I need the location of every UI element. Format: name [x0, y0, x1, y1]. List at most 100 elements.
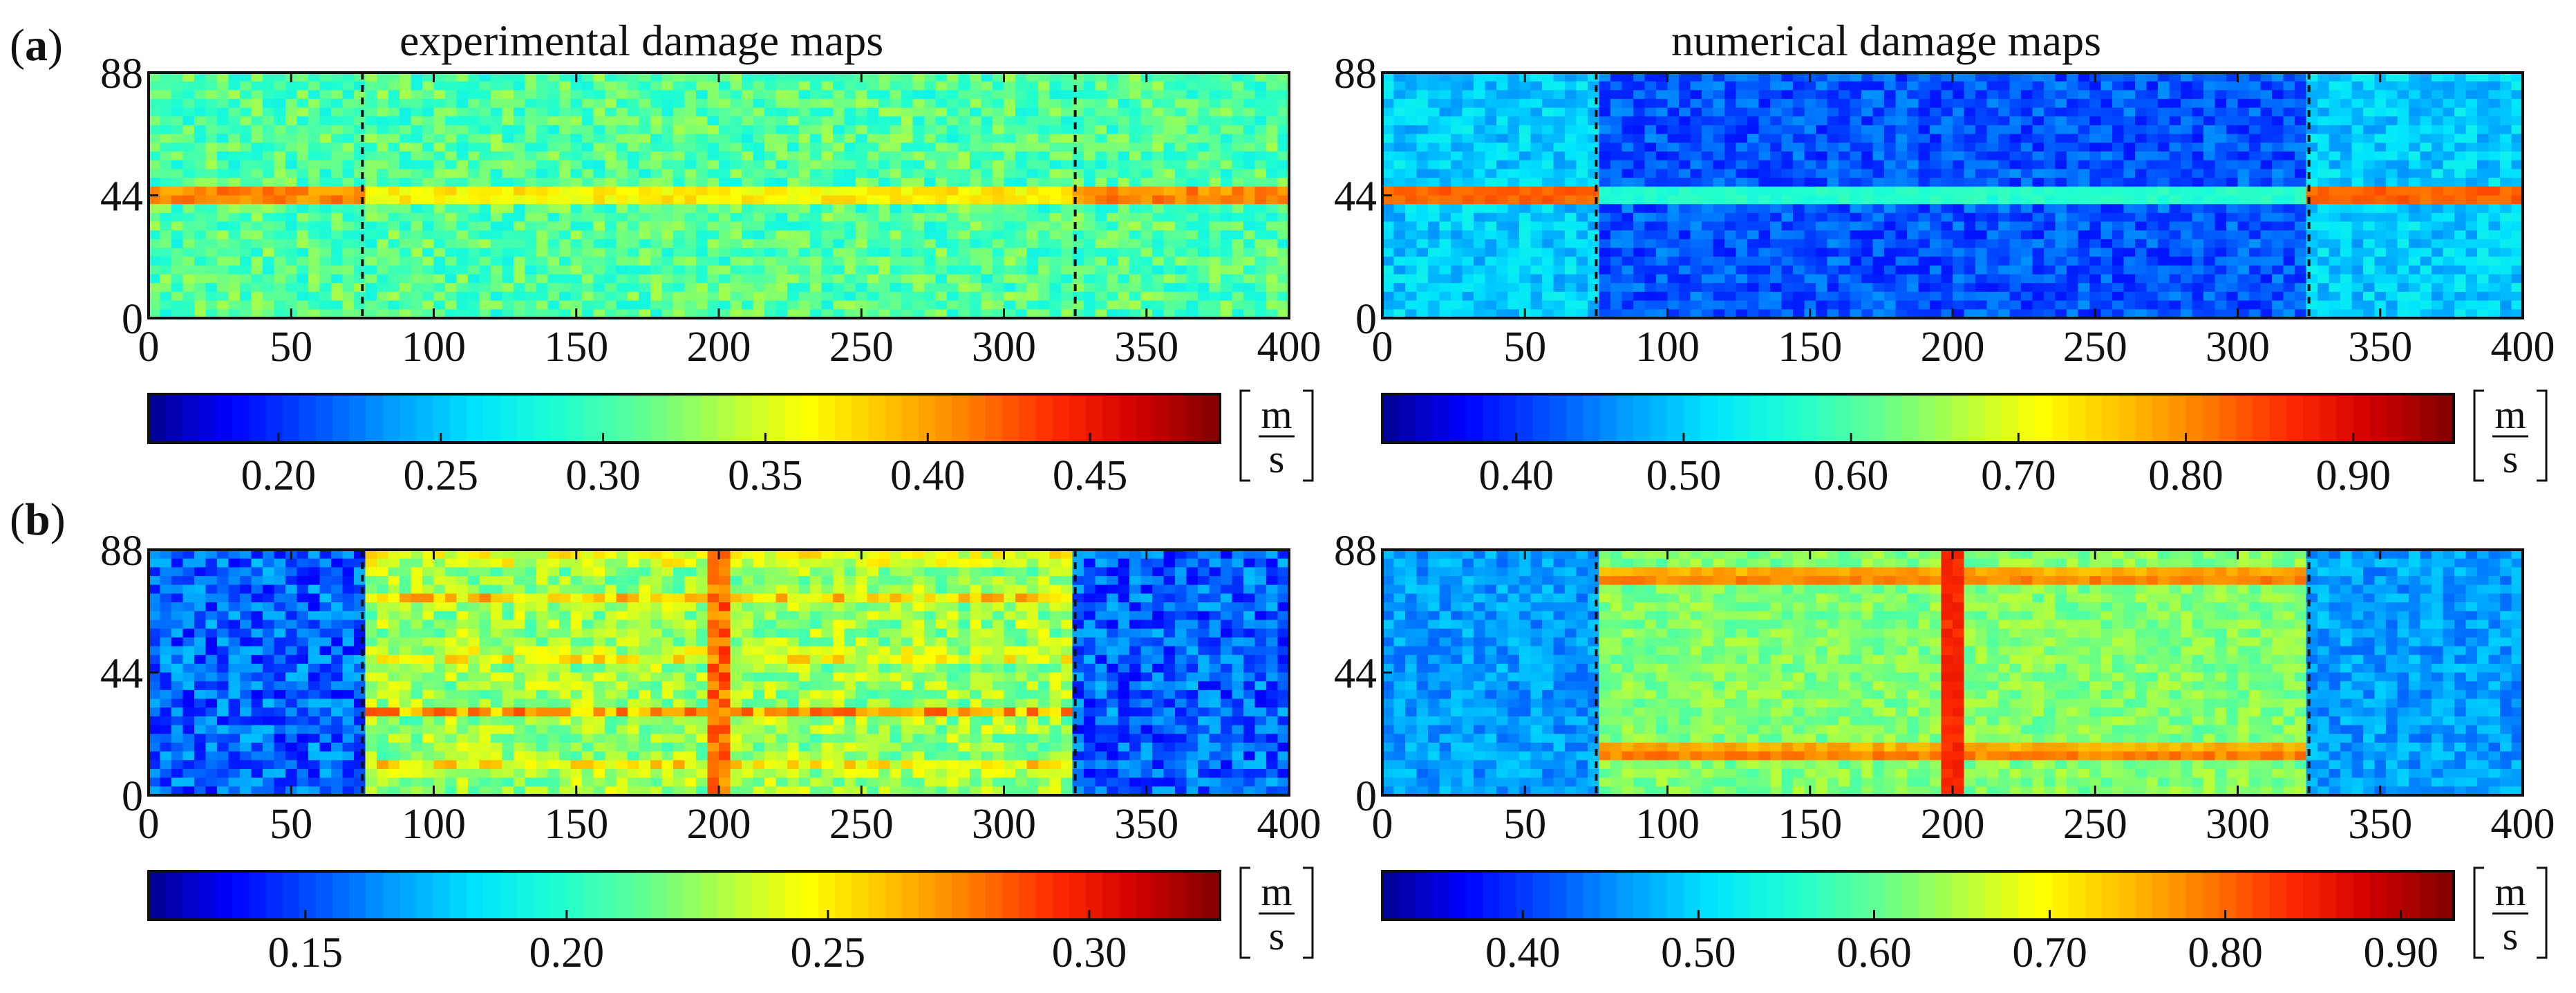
heatmap-cell	[468, 116, 480, 126]
heatmap-cell	[2215, 178, 2227, 187]
heatmap-cell	[639, 178, 651, 187]
heatmap-cell	[217, 81, 229, 91]
heatmap-cell	[856, 169, 868, 178]
heatmap-cell	[947, 265, 959, 275]
heatmap-cell	[2112, 204, 2125, 214]
heatmap-cell	[1781, 204, 1794, 214]
heatmap-cell	[1277, 81, 1290, 91]
heatmap-cell	[1804, 125, 1816, 135]
colorbar-swatch	[467, 394, 485, 443]
heatmap-cell	[947, 142, 959, 152]
heatmap-cell	[970, 116, 982, 126]
heatmap-cell	[1895, 169, 1908, 178]
heatmap-cell	[2397, 204, 2409, 214]
heatmap-cell	[1975, 81, 1988, 91]
heatmap-cell	[1254, 239, 1267, 249]
heatmap-cell	[308, 169, 321, 178]
heatmap-cell	[582, 142, 594, 152]
heatmap-cell	[1507, 90, 1520, 100]
heatmap-cell	[1243, 257, 1256, 266]
heatmap-cell	[2169, 195, 2181, 205]
heatmap-cell	[1599, 81, 1611, 91]
heatmap-cell	[274, 239, 286, 249]
heatmap-cell	[993, 178, 1005, 187]
heatmap-cell	[1519, 186, 1532, 196]
heatmap-cell	[160, 291, 172, 301]
heatmap-cell	[1004, 274, 1016, 284]
heatmap-cell	[935, 300, 948, 310]
heatmap-cell	[1118, 212, 1130, 223]
heatmap-cell	[1393, 204, 1406, 214]
heatmap-cell	[263, 73, 275, 82]
heatmap-cell	[1964, 204, 1976, 214]
heatmap-cell	[844, 107, 856, 117]
heatmap-cell	[217, 90, 229, 100]
heatmap-cell	[1140, 248, 1153, 257]
heatmap-cell	[2192, 73, 2204, 82]
heatmap-cell	[1553, 81, 1566, 91]
heatmap-cell	[1975, 116, 1988, 126]
heatmap-cell	[217, 73, 229, 82]
heatmap-cell	[1758, 204, 1771, 214]
heatmap-cell	[696, 160, 708, 170]
heatmap-cell	[1519, 248, 1532, 257]
heatmap-cell	[1530, 186, 1543, 196]
heatmap-cell	[2500, 195, 2512, 205]
heatmap-cell	[228, 160, 241, 170]
heatmap-cell	[1713, 221, 1725, 231]
heatmap-cell	[1736, 133, 1748, 144]
heatmap-cell	[2215, 133, 2227, 144]
heatmap-cell	[1804, 90, 1816, 100]
heatmap-cell	[684, 204, 697, 214]
heatmap-cell	[1232, 107, 1244, 117]
heatmap-cell	[365, 133, 377, 144]
heatmap-cell	[1485, 221, 1497, 231]
heatmap-cell	[1107, 186, 1119, 196]
heatmap-cell	[182, 186, 195, 196]
heatmap-cell	[2386, 186, 2398, 196]
heatmap-cell	[833, 195, 845, 205]
heatmap-cell	[2089, 133, 2102, 144]
heatmap-cell	[365, 212, 377, 223]
heatmap-cell	[1221, 178, 1233, 187]
heatmap-cell	[2192, 81, 2204, 91]
heatmap-cell	[798, 239, 811, 249]
heatmap-cell	[1061, 248, 1073, 257]
heatmap-cell	[1496, 204, 1509, 214]
heatmap-cell	[661, 151, 674, 161]
heatmap-cell	[935, 151, 948, 161]
heatmap-cell	[650, 230, 663, 240]
heatmap-cell	[240, 160, 252, 170]
heatmap-cell	[2237, 169, 2250, 178]
heatmap-cell	[1198, 151, 1210, 161]
heatmap-cell	[2215, 90, 2227, 100]
heatmap-cell	[582, 239, 594, 249]
heatmap-cell	[947, 257, 959, 266]
heatmap-cell	[502, 151, 514, 161]
heatmap-cell	[1061, 204, 1073, 214]
heatmap-cell	[1175, 274, 1187, 284]
heatmap-cell	[2158, 195, 2170, 205]
heatmap-cell	[1129, 212, 1142, 223]
heatmap-cell	[684, 133, 697, 144]
heatmap-cell	[2386, 116, 2398, 126]
heatmap-cell	[1416, 107, 1429, 117]
heatmap-cell	[1507, 195, 1520, 205]
heatmap-cell	[491, 204, 503, 214]
heatmap-cell	[2500, 142, 2512, 152]
heatmap-cell	[308, 221, 321, 231]
heatmap-cell	[2420, 212, 2432, 223]
heatmap-cell	[1186, 265, 1198, 275]
heatmap-cell	[661, 248, 674, 257]
heatmap-cell	[2409, 221, 2421, 231]
heatmap-cell	[1061, 178, 1073, 187]
heatmap-cell	[456, 133, 469, 144]
heatmap-cell	[479, 291, 491, 301]
heatmap-cell	[217, 291, 229, 301]
heatmap-cell	[593, 195, 605, 205]
heatmap-cell	[707, 291, 720, 301]
heatmap-cell	[2272, 107, 2284, 117]
heatmap-cell	[993, 221, 1005, 231]
heatmap-cell	[2135, 186, 2147, 196]
heatmap-cell	[388, 160, 400, 170]
